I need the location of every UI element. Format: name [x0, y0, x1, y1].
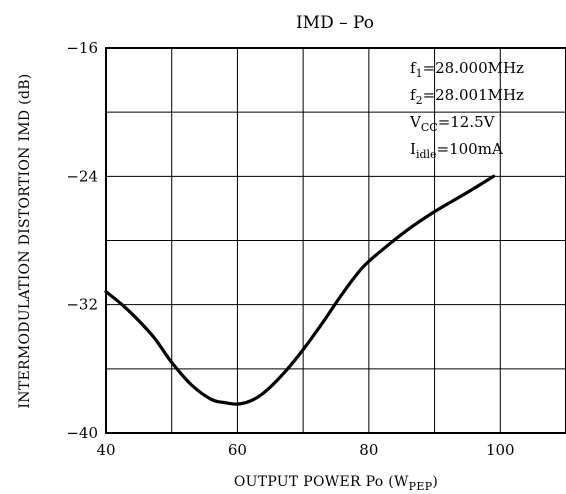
y-tick-label: −40 — [66, 424, 98, 442]
x-tick-label: 80 — [359, 441, 378, 459]
x-axis-label-sub: PEP — [409, 480, 433, 493]
y-axis-label: INTERMODULATION DISTORTION IMD (dB) — [17, 73, 33, 408]
y-tick-label: −32 — [66, 296, 98, 314]
chart-title: IMD – Po — [296, 13, 374, 33]
x-tick-label: 40 — [96, 441, 115, 459]
y-tick-label: −16 — [66, 39, 98, 57]
y-tick-label: −24 — [66, 167, 98, 185]
imd-curve — [104, 174, 496, 406]
x-tick-label: 60 — [228, 441, 247, 459]
tick-labels: 40 60 80 100 −16 −24 −32 −40 — [66, 39, 514, 459]
grid — [105, 47, 566, 434]
annotation-line: f2=28.001MHz — [410, 86, 524, 107]
annotation-line: Iidle=100mA — [410, 140, 503, 161]
x-axis-label-main: OUTPUT POWER Po (W — [234, 474, 409, 490]
plot-frame — [105, 47, 566, 434]
x-axis-label-close: ) — [432, 474, 438, 490]
annotation-line: f1=28.000MHz — [410, 59, 524, 80]
annotation-line: VCC=12.5V — [409, 113, 496, 134]
x-axis-label: OUTPUT POWER Po (WPEP) — [234, 474, 438, 493]
x-tick-label: 100 — [486, 441, 515, 459]
conditions-annotation: f1=28.000MHz f2=28.001MHz VCC=12.5V Iidle=1… — [409, 59, 524, 161]
